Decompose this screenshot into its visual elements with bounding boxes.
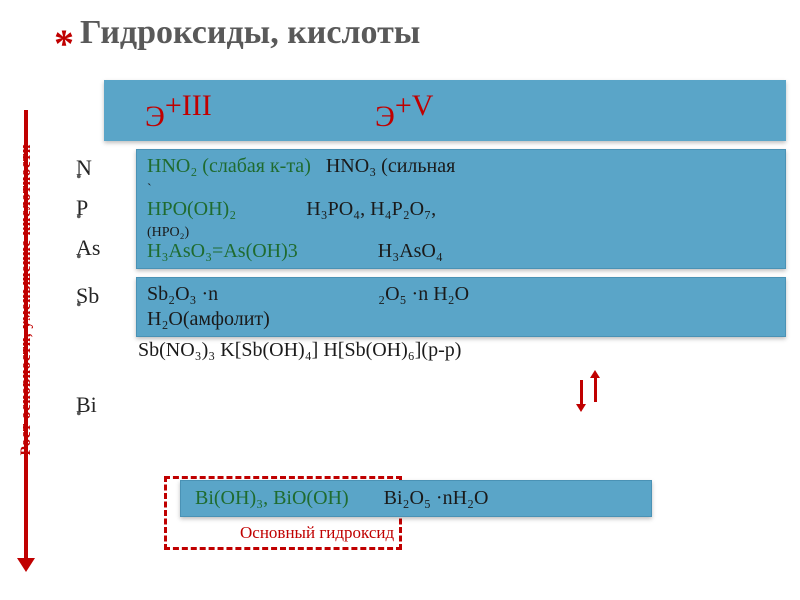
bullet-icon: • bbox=[76, 297, 82, 315]
bullet-icon: • bbox=[76, 169, 82, 187]
bi-right: Bi₂O₅ ·nH₂O bbox=[384, 487, 489, 509]
title-asterisk: * bbox=[54, 20, 74, 67]
small-arrows-pair bbox=[580, 380, 640, 420]
bullet-icon: • bbox=[76, 406, 82, 424]
sb-l2: H₂O(амфолит) bbox=[147, 307, 775, 332]
oxidation-state-header: Э+III Э+V bbox=[104, 80, 786, 141]
col2-sup: +V bbox=[395, 89, 434, 122]
sb-l1-right: ₂O₅ ·n H₂O bbox=[378, 283, 469, 305]
elem-col: •N •P •As bbox=[54, 149, 136, 269]
main-content: * Гидроксиды, кислоты Э+III Э+V •N •P •A… bbox=[54, 8, 786, 418]
sb-extra-line: Sb(NO₃)₃ K[Sb(OH)₄] H[Sb(OH)₆](р-р) bbox=[138, 339, 786, 362]
As-right: H₃AsO₄ bbox=[378, 240, 443, 262]
cell-bi: Bi(OH)₃, BiO(OH) Bi₂O₅ ·nH₂O bbox=[180, 480, 652, 517]
elem-col: •Sb bbox=[54, 277, 136, 337]
P-left: HPO(OH)₂ bbox=[147, 198, 236, 220]
elem-col: •Bi bbox=[54, 386, 136, 418]
col2-E: Э bbox=[375, 100, 395, 133]
sb-l1-left: Sb₂O₃ ·n bbox=[147, 283, 218, 305]
small-arrow-up-icon bbox=[594, 378, 597, 402]
bi-left: Bi(OH)₃, BiO(OH) bbox=[195, 487, 349, 509]
As-left: H₃AsO₃=As(OH)3 bbox=[147, 240, 298, 262]
P-right: H₃PO₄, H₄P₂O₇, bbox=[306, 198, 436, 220]
row-bi-label: •Bi bbox=[54, 386, 786, 418]
cell-sb: Sb₂O₃ ·n ₂O₅ ·n H₂O H₂O(амфолит) bbox=[136, 277, 786, 337]
axis-arrow-down bbox=[24, 110, 28, 560]
cell-n-p-as: HNO₂ (слабая к-та) HNO₃ (сильная ` HPO(O… bbox=[136, 149, 786, 269]
col1-E: Э bbox=[145, 100, 165, 133]
N-left: HNO₂ (слабая к-та) bbox=[147, 155, 311, 177]
bullet-icon: • bbox=[76, 209, 82, 227]
basic-hydroxide-label: Основный гидроксид bbox=[240, 524, 394, 543]
small-arrow-down-icon bbox=[580, 380, 583, 404]
page-title: Гидроксиды, кислоты bbox=[80, 8, 786, 52]
bullet-icon: • bbox=[76, 249, 82, 267]
col1-sup: +III bbox=[165, 89, 212, 122]
row-sb: •Sb Sb₂O₃ ·n ₂O₅ ·n H₂O H₂O(амфолит) bbox=[54, 277, 786, 337]
N-right: HNO₃ (сильная bbox=[326, 155, 455, 177]
row-n-p-as: •N •P •As HNO₂ (слабая к-та) HNO₃ (сильн… bbox=[54, 149, 786, 269]
